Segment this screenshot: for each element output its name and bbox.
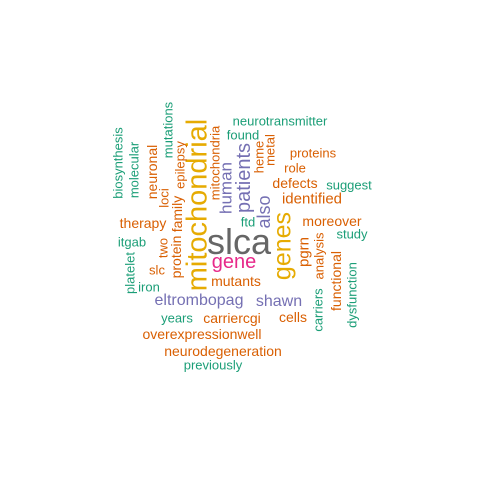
word-neurotransmitter: neurotransmitter: [232, 113, 328, 129]
word-ftd: ftd: [240, 214, 256, 230]
word-protein: protein: [168, 235, 184, 279]
word-genes: genes: [268, 211, 297, 281]
word-moreover: moreover: [302, 213, 362, 229]
word-role: role: [284, 160, 306, 176]
word-cells: cells: [278, 309, 308, 325]
word-mitochondria: mitochondria: [207, 125, 223, 201]
word-shawn: shawn: [255, 293, 303, 310]
word-molecular: molecular: [126, 141, 142, 199]
word-mutants: mutants: [211, 273, 261, 289]
word-carriercgi: carriercgi: [203, 310, 261, 326]
word-neurodegeneration: neurodegeneration: [164, 343, 282, 359]
word-analysis: analysis: [311, 232, 327, 280]
word-gene: gene: [211, 251, 257, 273]
word-slc: slc: [149, 262, 165, 278]
word-found: found: [226, 127, 260, 143]
word-slca: slca: [206, 221, 272, 262]
word-two: two: [155, 237, 171, 259]
word-years: years: [161, 310, 193, 326]
word-also: also: [254, 195, 274, 229]
word-loci: loci: [156, 188, 172, 208]
word-functional: functional: [328, 251, 344, 311]
word-suggest: suggest: [326, 177, 372, 193]
word-overexpressionwell: overexpressionwell: [142, 326, 262, 342]
word-defects: defects: [272, 175, 318, 191]
word-dysfunction: dysfunction: [344, 262, 360, 328]
word-study: study: [336, 226, 368, 242]
word-metal: metal: [262, 134, 278, 166]
word-mutations: mutations: [160, 101, 176, 159]
word-identified: identified: [281, 190, 343, 208]
word-carriers: carriers: [310, 288, 326, 332]
word-platelet: platelet: [122, 252, 138, 294]
word-proteins: proteins: [289, 145, 337, 161]
word-pgrn: pgrn: [295, 236, 313, 268]
word-biosynthesis: biosynthesis: [110, 127, 126, 199]
word-therapy: therapy: [119, 215, 167, 231]
word-itgab: itgab: [117, 234, 147, 250]
word-iron: iron: [138, 279, 160, 295]
word-family: family: [169, 195, 185, 233]
word-previously: previously: [183, 357, 243, 373]
word-eltrombopag: eltrombopag: [154, 292, 244, 309]
